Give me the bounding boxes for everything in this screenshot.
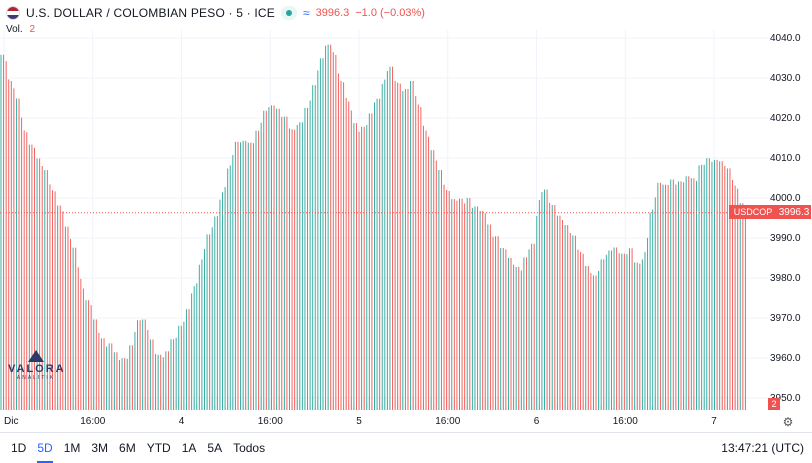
range-button-1a[interactable]: 1A <box>181 441 197 455</box>
flag-icon <box>6 6 20 20</box>
price-tick-label: 4000.0 <box>770 193 801 204</box>
price-tick-label: 4010.0 <box>770 153 801 164</box>
price-tick-label: 3980.0 <box>770 273 801 284</box>
range-button-1d[interactable]: 1D <box>11 441 27 455</box>
price-tick-label: 4020.0 <box>770 113 801 124</box>
chart-header: U.S. DOLLAR / COLOMBIAN PESO · 5 · ICE ≈… <box>6 4 425 22</box>
time-tick-label: Dic <box>4 416 18 427</box>
range-button-todos[interactable]: Todos <box>233 441 266 455</box>
range-button-ytd[interactable]: YTD <box>146 441 171 455</box>
price-tick-label: 4030.0 <box>770 73 801 84</box>
last-price: 3996.3 <box>315 7 350 19</box>
logo-subtext: ANALITIK <box>16 375 56 381</box>
settings-icon[interactable]: ⚙ <box>782 415 794 429</box>
price-tick-label: 3970.0 <box>770 313 801 324</box>
range-toolbar: 1D 5D 1M 3M 6M YTD 1A 5A Todos 13:47:21 (UTC) <box>0 432 812 463</box>
price-change: −1.0 (−0.03%) <box>355 7 425 19</box>
range-button-3m[interactable]: 3M <box>91 441 109 455</box>
price-tick-label: 4040.0 <box>770 33 801 44</box>
time-tick-label: 6 <box>534 416 540 427</box>
status-dot-icon[interactable] <box>281 6 297 20</box>
time-tick-label: 7 <box>711 416 717 427</box>
current-price-badge: 3996.3 <box>777 205 811 219</box>
range-button-5d[interactable]: 5D <box>37 441 54 463</box>
symbol-title[interactable]: U.S. DOLLAR / COLOMBIAN PESO · 5 · ICE <box>26 6 275 20</box>
utc-clock[interactable]: 13:47:21 (UTC) <box>721 441 804 455</box>
time-tick-label: 5 <box>356 416 362 427</box>
logo-icon <box>28 350 44 362</box>
logo: VALORA ANALITIK <box>8 350 64 381</box>
volume-label: Vol. <box>6 24 23 35</box>
symbol-badge: USDCOP <box>729 205 777 219</box>
wave-icon[interactable]: ≈ <box>303 6 310 20</box>
volume-value: 2 <box>29 24 36 35</box>
time-tick-label: 4 <box>179 416 185 427</box>
time-tick-label: 16:00 <box>613 416 638 427</box>
price-tick-label: 3950.0 <box>770 393 801 404</box>
time-tick-label: 16:00 <box>258 416 283 427</box>
price-tick-label: 3990.0 <box>770 233 801 244</box>
logo-text: VALORA <box>8 363 66 375</box>
range-button-1m[interactable]: 1M <box>63 441 81 455</box>
volume-badge: 2 <box>768 398 780 410</box>
price-chart[interactable]: 3950.0 3960.0 3970.0 3980.0 3990.0 4000.0 4010… <box>0 0 812 432</box>
range-button-5a[interactable]: 5A <box>207 441 223 455</box>
time-tick-label: 16:00 <box>435 416 460 427</box>
price-tick-label: 3960.0 <box>770 353 801 364</box>
volume-legend: Vol. 2 <box>6 24 35 35</box>
time-tick-label: 16:00 <box>80 416 105 427</box>
range-button-6m[interactable]: 6M <box>119 441 136 455</box>
